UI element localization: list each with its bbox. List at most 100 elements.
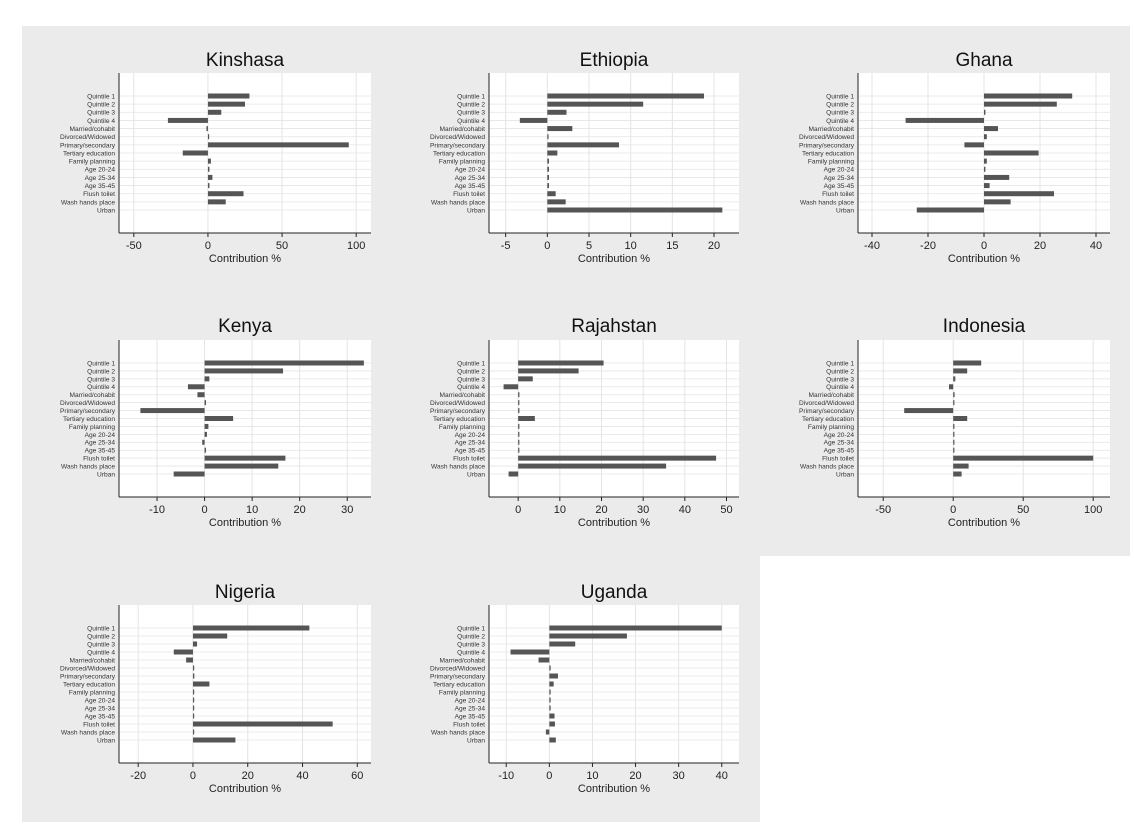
bar (549, 705, 551, 711)
bar (167, 117, 208, 123)
bar (518, 423, 520, 429)
category-label: Married/cohabit (70, 126, 116, 133)
category-label: Age 25-34 (85, 175, 116, 182)
category-label: Married/cohabit (809, 392, 855, 399)
category-label: Quintile 3 (826, 376, 854, 383)
category-label: Age 25-34 (455, 705, 486, 712)
category-label: Married/cohabit (809, 126, 855, 133)
category-label: Flush toilet (822, 456, 854, 463)
x-tick-label: 10 (625, 240, 637, 252)
category-label: Family planning (69, 159, 116, 166)
bar (192, 625, 310, 631)
category-label: Flush toilet (453, 191, 485, 198)
bar (953, 463, 969, 469)
bar (949, 384, 954, 390)
category-label: Wash hands place (61, 729, 115, 736)
category-label: Divorced/Widowed (60, 134, 115, 141)
category-label: Age 35-45 (824, 448, 855, 455)
chart-title: Nigeria (215, 582, 276, 603)
bar (984, 101, 1057, 107)
bar (547, 166, 549, 172)
category-label: Quintile 2 (457, 633, 485, 640)
category-label: Tertiary education (63, 416, 115, 423)
category-label: Age 20-24 (824, 167, 855, 174)
category-label: Family planning (69, 424, 116, 431)
bar (547, 199, 566, 205)
bar (984, 174, 1010, 180)
category-label: Urban (467, 471, 485, 478)
bar (207, 109, 222, 115)
bar (984, 166, 986, 172)
bar (953, 447, 955, 453)
category-label: Tertiary education (63, 150, 115, 157)
bar (549, 641, 576, 647)
x-axis-label: Contribution % (578, 517, 650, 529)
x-tick-label: 30 (341, 504, 353, 516)
bar (984, 158, 987, 164)
x-tick-label: 40 (1090, 240, 1102, 252)
category-label: Divorced/Widowed (430, 400, 485, 407)
x-tick-label: 100 (1084, 504, 1102, 516)
category-label: Primary/secondary (430, 673, 486, 680)
category-label: Quintile 1 (87, 625, 115, 632)
category-label: Age 25-34 (455, 440, 486, 447)
category-label: Flush toilet (83, 721, 115, 728)
category-label: Quintile 4 (457, 384, 485, 391)
category-label: Age 20-24 (85, 432, 116, 439)
bar (204, 447, 207, 453)
category-label: Urban (836, 471, 854, 478)
x-tick-label: -10 (498, 770, 514, 782)
bar (207, 199, 226, 205)
category-label: Quintile 2 (457, 368, 485, 375)
category-label: Age 20-24 (455, 697, 486, 704)
category-label: Age 20-24 (85, 697, 116, 704)
x-tick-label: 0 (546, 770, 552, 782)
bar (916, 207, 984, 213)
x-tick-label: 0 (950, 504, 956, 516)
category-label: Flush toilet (83, 456, 115, 463)
category-label: Divorced/Widowed (430, 665, 485, 672)
bar (207, 134, 210, 140)
category-label: Age 20-24 (455, 167, 486, 174)
category-label: Age 20-24 (85, 167, 116, 174)
x-axis-label: Contribution % (578, 783, 650, 795)
bar (187, 384, 205, 390)
category-label: Wash hands place (800, 463, 854, 470)
x-axis-label: Contribution % (209, 517, 281, 529)
bar (984, 183, 990, 189)
bar (207, 93, 250, 99)
bar (905, 117, 984, 123)
x-tick-label: 50 (720, 504, 732, 516)
bar (204, 416, 234, 421)
x-axis-label: Contribution % (209, 253, 281, 265)
x-axis-label: Contribution % (578, 253, 650, 265)
x-tick-label: 0 (202, 504, 208, 516)
bar (549, 625, 722, 631)
category-label: Quintile 2 (457, 102, 485, 109)
bar (547, 142, 619, 148)
x-tick-label: 10 (554, 504, 566, 516)
category-label: Tertiary education (433, 416, 485, 423)
category-label: Age 25-34 (824, 440, 855, 447)
bar (192, 681, 210, 687)
category-label: Primary/secondary (799, 142, 855, 149)
bar (547, 183, 549, 189)
category-label: Flush toilet (83, 191, 115, 198)
bar (204, 463, 279, 469)
bar (202, 439, 205, 445)
bar (984, 199, 1011, 205)
x-tick-label: 0 (190, 770, 196, 782)
bar (953, 439, 955, 445)
bar (953, 431, 955, 437)
bar (904, 408, 954, 414)
bar (518, 455, 717, 461)
category-label: Urban (836, 207, 854, 214)
bar (207, 101, 245, 107)
category-label: Quintile 3 (457, 376, 485, 383)
x-tick-label: -50 (875, 504, 891, 516)
bar (953, 455, 1094, 461)
category-label: Married/cohabit (70, 392, 116, 399)
